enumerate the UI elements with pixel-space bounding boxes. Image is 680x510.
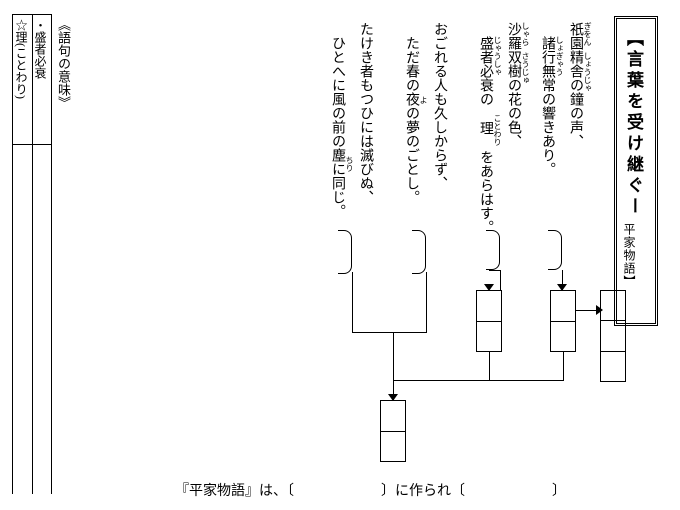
ruby-7-0: ちり	[345, 156, 353, 172]
pairbox-0-cell-1	[551, 321, 575, 352]
vocab-section: 《語句の意味》 ・盛者必衰 ☆理(ことわり)	[12, 14, 75, 494]
pairbox-2-cell-0	[381, 401, 405, 431]
stem2	[426, 272, 427, 332]
vocab-table: ・盛者必衰 ☆理(ことわり)	[12, 14, 52, 494]
pairbox-3-cell-0	[601, 291, 625, 320]
title-sub: 平家物語】	[621, 223, 638, 288]
pairbox-1	[476, 290, 502, 352]
poem-line-5: ただ春の夜の夢のごとし。	[404, 36, 418, 204]
ruby-3-1: ことわり	[493, 114, 501, 146]
vocab-col: ☆理(ことわり)	[12, 15, 32, 494]
ruby-0-0: ぎをん	[583, 22, 591, 46]
mh	[393, 380, 564, 381]
stem1h	[489, 270, 501, 271]
bracket-0	[548, 230, 562, 270]
poem-line-0: 祇園精舎の鐘の声、	[568, 22, 582, 148]
m1	[489, 352, 490, 380]
vocab-label-0: ・盛者必衰	[33, 15, 51, 145]
stem1b	[500, 270, 501, 290]
bottom-line-text: 『平家物語』は、〔 〕に作られ〔 〕	[175, 480, 566, 500]
ruby-2-2: さうじゅ	[521, 52, 529, 84]
m0	[563, 352, 564, 380]
poem-line-3: 盛者必衰の 理 をあらはす。	[478, 36, 492, 234]
poem-line-1: 諸行無常の響きあり。	[540, 36, 554, 176]
ruby-1-0: しょぎゃう	[555, 36, 563, 76]
ruby-0-1: しょうじゃ	[583, 52, 591, 92]
bottom-t0: 『平家物語』は、〔	[175, 484, 294, 499]
bracket-3	[338, 230, 352, 274]
vocab-header: 《語句の意味》	[52, 14, 75, 494]
ruby-2-1: ら	[521, 38, 529, 46]
poem-line-2: 沙羅双樹の花の色、	[506, 22, 520, 148]
pairbox-1-cell-0	[477, 291, 501, 321]
vocab-label-1: ☆理(ことわり)	[13, 15, 32, 145]
stem2h	[393, 332, 427, 333]
bracket-1	[486, 230, 500, 270]
mv	[393, 380, 394, 400]
ruby-5-0: よ	[419, 96, 427, 104]
stem3h	[352, 332, 393, 333]
pairbox-3-cell-2	[601, 351, 625, 381]
bottom-t1: 〕に作られ〔	[381, 484, 465, 499]
ruby-3-0: じゃうしゃ	[493, 36, 501, 76]
poem-line-6: たけき者もつひには滅びぬ、	[358, 22, 372, 204]
poem-line-7: ひとへに風の前の塵に同じ。	[330, 36, 344, 218]
stem3	[352, 272, 353, 332]
pairbox-1-cell-1	[477, 321, 501, 352]
bracket-2	[412, 230, 426, 274]
vocab-col: ・盛者必衰	[32, 15, 52, 494]
pairbox-2	[380, 400, 406, 462]
title-box: 【言葉を受け継ぐー平家物語】	[614, 16, 658, 326]
bottom-t2: 〕	[552, 484, 566, 499]
poem-line-4: おごれる人も久しからず、	[432, 22, 446, 190]
title-main: 【言葉を受け継ぐー	[621, 29, 646, 218]
pairbox-3-cell-1	[601, 320, 625, 350]
ruby-2-0: しゃ	[521, 22, 529, 38]
pairbox-3	[600, 290, 626, 382]
pairbox-0	[550, 290, 576, 352]
pairbox-2-cell-1	[381, 431, 405, 462]
pairbox-0-cell-0	[551, 291, 575, 321]
